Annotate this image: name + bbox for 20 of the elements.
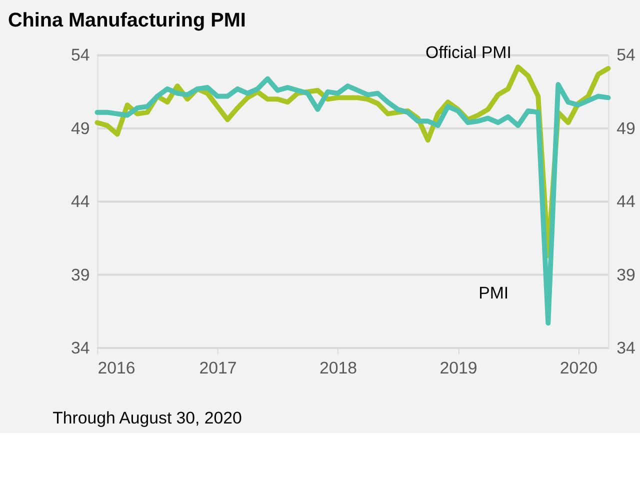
y2-tick-label: 54 xyxy=(616,46,636,65)
chart-title: China Manufacturing PMI xyxy=(8,9,246,32)
x-tick-label: 2016 xyxy=(98,358,136,378)
text: PMI xyxy=(478,283,509,302)
y-tick-label: 54 xyxy=(71,46,90,65)
x-tick-label: 2017 xyxy=(199,358,237,378)
y-tick-label: 34 xyxy=(71,338,90,358)
y2-tick-label: 49 xyxy=(616,118,636,138)
text: Through August 30, 2020 xyxy=(52,408,242,428)
x-tick-label: 2019 xyxy=(440,358,478,378)
x-tick-label: 2020 xyxy=(560,358,598,378)
y-tick-label: 44 xyxy=(71,192,90,212)
x-tick-label: 2018 xyxy=(319,358,357,378)
y2-tick-label: 44 xyxy=(616,192,636,212)
line-series xyxy=(94,76,611,326)
series-label: Official PMI xyxy=(426,43,512,62)
y2-tick-label: 34 xyxy=(616,338,636,358)
y-tick-label: 39 xyxy=(71,265,90,284)
y2-tick-label: 39 xyxy=(616,265,636,284)
y-tick-label: 49 xyxy=(71,118,90,138)
